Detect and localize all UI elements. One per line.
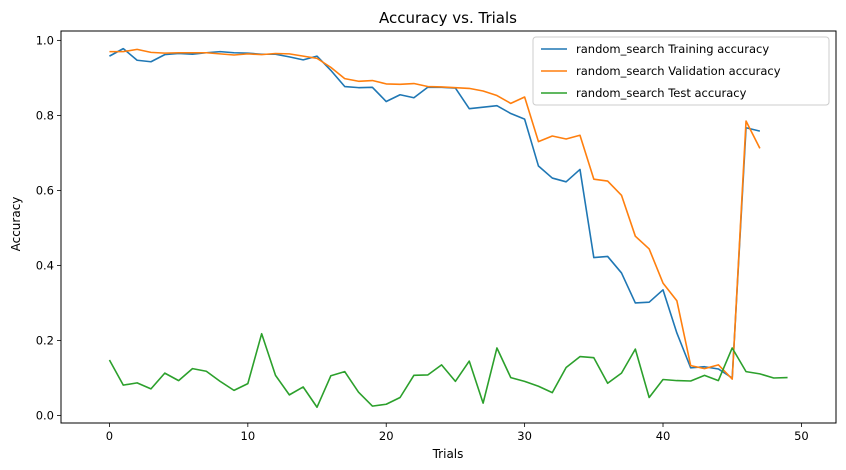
y-tick-label: 1.0 [36,33,54,47]
legend-label-3: random_search Test accuracy [576,86,747,100]
x-tick-label: 0 [106,429,113,443]
y-tick-label: 0.8 [36,108,54,122]
y-tick-label: 0.4 [36,258,54,272]
x-tick-label: 50 [794,429,809,443]
x-tick-label: 10 [241,429,256,443]
x-axis-label: Trials [432,447,464,461]
legend-label-2: random_search Validation accuracy [576,64,781,78]
plot-area [108,47,788,409]
plot-frame [60,30,837,424]
x-tick-label: 30 [517,429,532,443]
chart-title: Accuracy vs. Trials [379,9,517,27]
series-line-3 [108,332,788,409]
y-tick-label: 0.2 [36,333,54,347]
axes: 0 10 20 30 40 50 0.0 0.2 0.4 0.6 0.8 1.0 [36,33,809,443]
y-tick-label: 0.6 [36,183,54,197]
y-axis-label: Accuracy [9,197,23,252]
x-tick-label: 20 [379,429,394,443]
y-tick-label: 0.0 [36,408,54,422]
series-line-2 [109,48,761,380]
legend: random_search Training accuracy random_se… [532,36,830,106]
x-tick-label: 40 [656,429,671,443]
legend-label-1: random_search Training accuracy [576,42,769,56]
legend-box [532,36,830,106]
